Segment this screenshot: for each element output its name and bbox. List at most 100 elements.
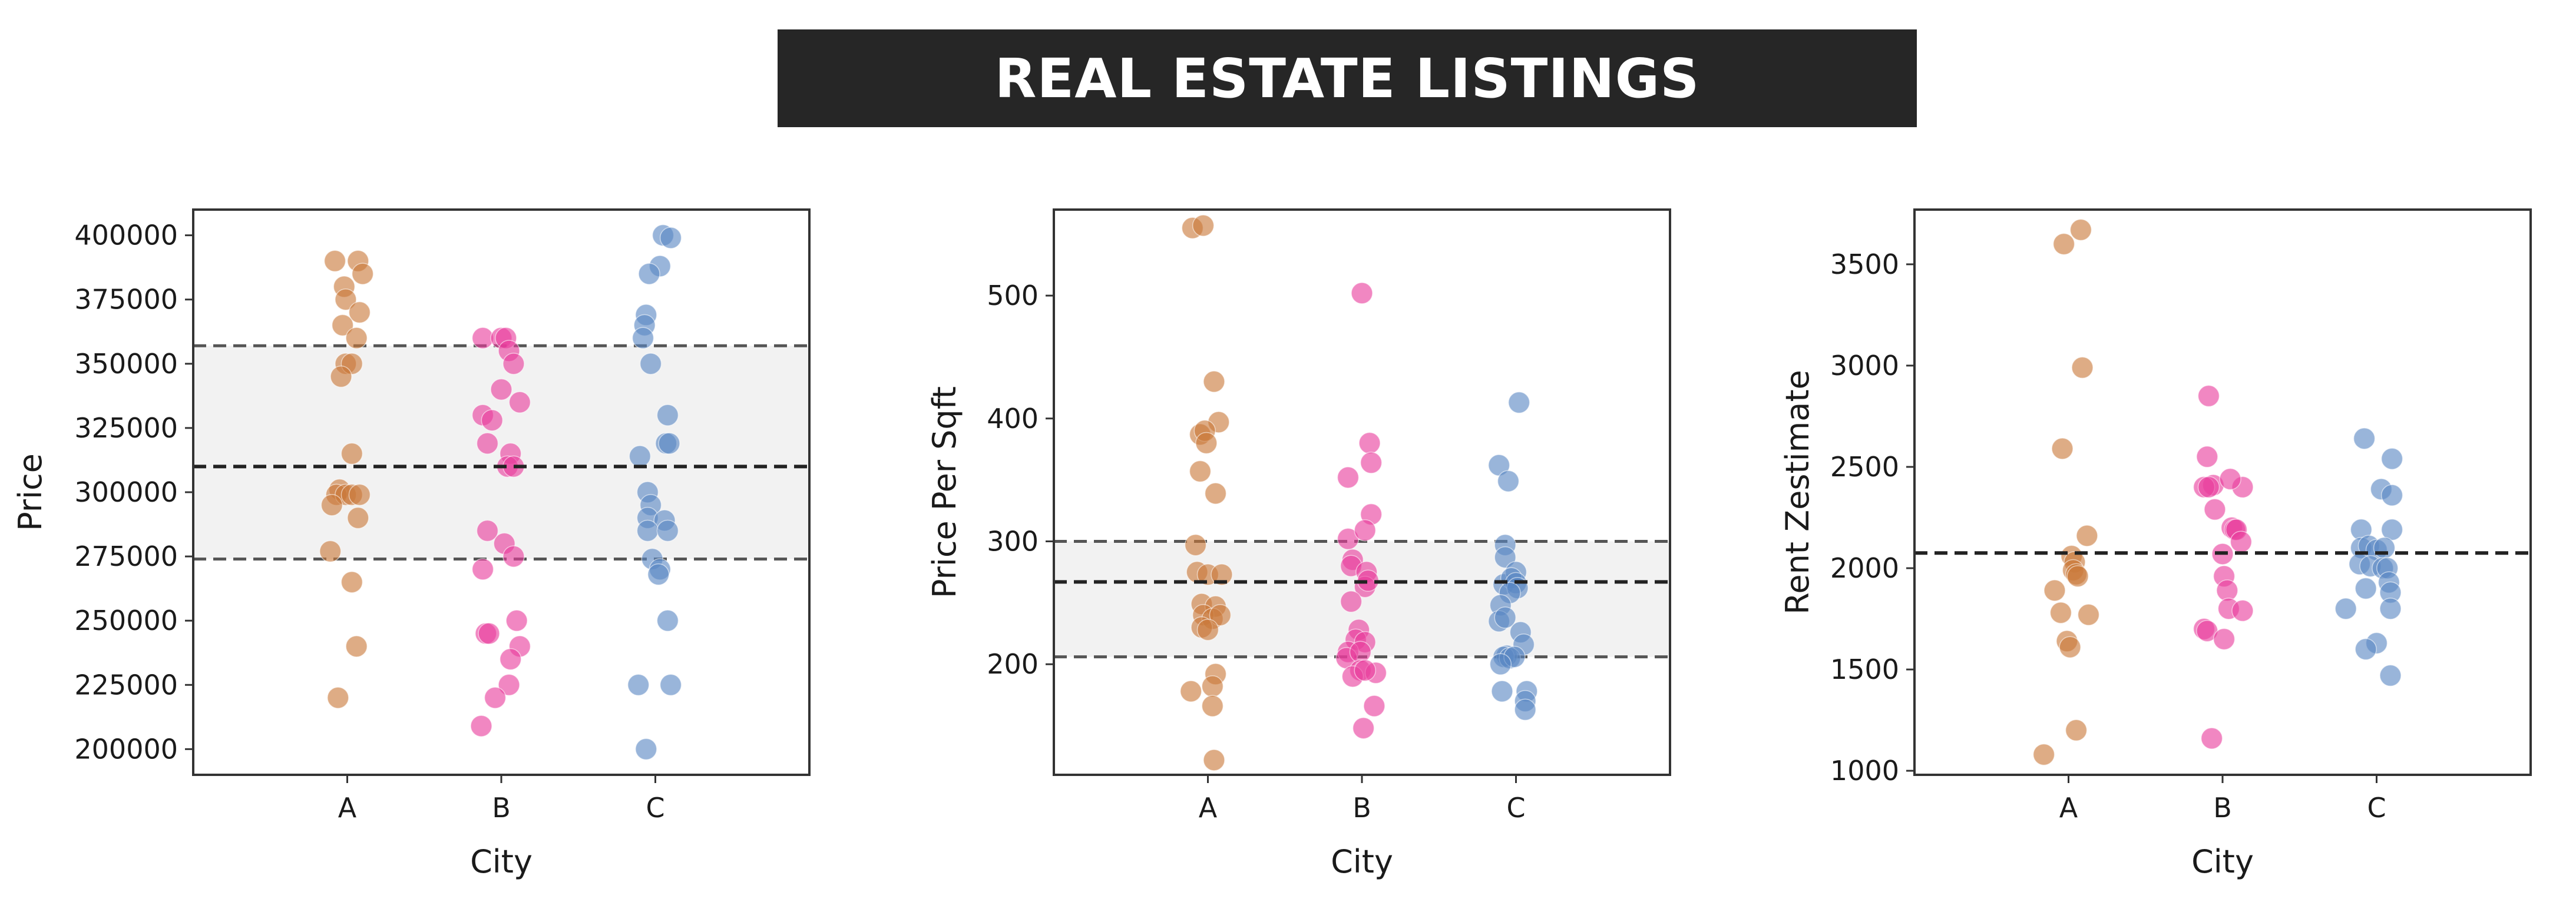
data-point-a bbox=[323, 250, 346, 273]
data-point-a bbox=[1195, 432, 1218, 455]
y-tick-label: 325000 bbox=[74, 412, 178, 444]
x-tick-label: C bbox=[646, 792, 664, 824]
y-tick-label: 300000 bbox=[74, 476, 178, 508]
data-point-b bbox=[2197, 476, 2220, 499]
data-point-a bbox=[320, 494, 343, 516]
data-point-a bbox=[345, 635, 368, 658]
data-point-a bbox=[2049, 601, 2072, 624]
data-point-b bbox=[508, 391, 531, 414]
data-point-a bbox=[2077, 603, 2100, 626]
y-tick-label: 275000 bbox=[74, 540, 178, 572]
y-tick-label: 250000 bbox=[74, 605, 178, 636]
x-axis-label: City bbox=[470, 843, 533, 880]
data-point-b bbox=[1340, 590, 1363, 613]
data-point-b bbox=[505, 609, 528, 632]
data-point-b bbox=[478, 622, 500, 645]
data-point-b bbox=[471, 558, 494, 581]
data-point-b bbox=[2230, 530, 2253, 553]
data-point-c bbox=[2373, 536, 2396, 559]
data-point-a bbox=[330, 365, 352, 388]
data-point-b bbox=[481, 409, 504, 432]
y-tick-label: 500 bbox=[987, 280, 1039, 311]
data-point-a bbox=[331, 314, 354, 337]
data-point-b bbox=[1363, 695, 1385, 717]
y-tick-label: 3500 bbox=[1830, 248, 1899, 280]
data-point-c bbox=[659, 227, 682, 249]
data-point-b bbox=[2200, 727, 2223, 750]
data-point-a bbox=[1204, 482, 1227, 505]
data-point-a bbox=[2051, 437, 2074, 460]
data-point-a bbox=[1211, 563, 1233, 586]
data-point-b bbox=[1337, 466, 1360, 489]
data-point-a bbox=[348, 483, 371, 506]
data-point-b bbox=[2204, 498, 2226, 520]
data-point-b bbox=[476, 432, 499, 455]
data-point-a bbox=[2059, 636, 2081, 658]
y-tick-label: 400000 bbox=[74, 220, 178, 251]
data-point-a bbox=[340, 571, 363, 593]
data-point-c bbox=[656, 519, 679, 542]
title-banner: REAL ESTATE LISTINGS bbox=[778, 29, 1917, 127]
data-point-b bbox=[490, 378, 512, 401]
y-tick-label: 200000 bbox=[74, 733, 178, 765]
data-point-c bbox=[635, 738, 657, 761]
y-axis-label: Price bbox=[12, 453, 49, 531]
data-point-b bbox=[1360, 452, 1383, 474]
data-point-b bbox=[499, 648, 522, 671]
data-point-a bbox=[351, 263, 374, 285]
data-point-a bbox=[340, 442, 363, 465]
data-point-c bbox=[638, 263, 660, 285]
data-point-b bbox=[1354, 659, 1376, 682]
data-point-b bbox=[2197, 384, 2220, 407]
data-point-a bbox=[1189, 460, 1212, 483]
data-point-b bbox=[2219, 467, 2241, 490]
data-point-b bbox=[1358, 432, 1381, 455]
data-point-b bbox=[1351, 282, 1373, 304]
y-tick-label: 375000 bbox=[74, 284, 178, 316]
x-tick-label: B bbox=[1353, 792, 1371, 824]
y-tick-label: 2000 bbox=[1830, 552, 1899, 584]
x-axis-label: City bbox=[2191, 843, 2254, 880]
x-tick-label: B bbox=[492, 792, 511, 824]
data-point-c bbox=[659, 674, 682, 697]
data-point-b bbox=[1354, 519, 1376, 542]
y-tick-label: 225000 bbox=[74, 669, 178, 701]
data-point-a bbox=[335, 288, 357, 311]
chart-panel-2: 200 300 400 500 A B C City Price Per Sqft bbox=[926, 208, 1671, 880]
data-point-a bbox=[2032, 743, 2055, 766]
data-point-c bbox=[627, 674, 650, 697]
y-tick-label: 3000 bbox=[1830, 350, 1899, 382]
data-point-a bbox=[347, 506, 369, 529]
data-point-a bbox=[1209, 603, 1232, 626]
data-point-c bbox=[2355, 638, 2377, 661]
data-point-a bbox=[327, 687, 349, 709]
x-tick-label: A bbox=[2059, 792, 2078, 824]
data-point-c bbox=[1494, 606, 1516, 629]
data-point-c bbox=[2380, 447, 2403, 470]
data-point-a bbox=[1201, 675, 1224, 698]
x-tick-label: A bbox=[338, 792, 357, 824]
data-point-c bbox=[2379, 598, 2402, 620]
data-point-a bbox=[1203, 370, 1225, 393]
data-point-a bbox=[1203, 749, 1225, 771]
data-point-b bbox=[2196, 446, 2218, 468]
data-point-c bbox=[656, 404, 679, 426]
data-point-c bbox=[636, 519, 659, 542]
data-point-b bbox=[471, 327, 494, 349]
y-tick-label: 400 bbox=[987, 403, 1039, 435]
data-point-a bbox=[2052, 233, 2075, 256]
data-point-a bbox=[2069, 218, 2092, 241]
data-point-c bbox=[1507, 391, 1530, 414]
data-point-b bbox=[484, 687, 507, 709]
data-point-a bbox=[2065, 719, 2088, 742]
plot-area bbox=[1914, 210, 2531, 775]
data-point-a bbox=[2043, 579, 2066, 602]
chart-panel-3: 1000 1500 2000 2500 3000 3500 A B C City Rent Zest… bbox=[1779, 208, 2532, 880]
data-point-a bbox=[319, 540, 342, 563]
data-point-a bbox=[348, 301, 371, 324]
data-point-b bbox=[2213, 628, 2236, 651]
data-point-c bbox=[629, 445, 652, 467]
data-point-b bbox=[470, 715, 492, 737]
data-point-c bbox=[647, 563, 670, 586]
